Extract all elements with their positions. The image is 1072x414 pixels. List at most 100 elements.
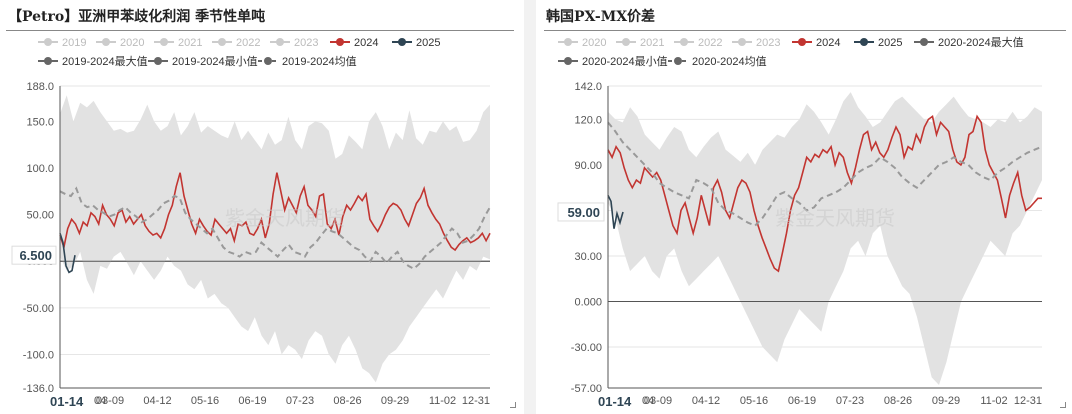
legend-item-right-0-3[interactable]: 2023 xyxy=(732,37,780,49)
left-chart-panel: 【Petro】亚洲甲苯歧化利润 季节性单吨 2019 2020 2021 2022 20… xyxy=(0,0,520,414)
legend-item-left-0-6[interactable]: 2025 xyxy=(392,37,440,49)
x-tick-label: 06-19 xyxy=(788,395,816,407)
svg-text:2019-2024最大值: 2019-2024最大值 xyxy=(62,54,148,68)
y-axis-pointer-label xyxy=(11,245,57,265)
series-line-right-1 xyxy=(607,194,624,229)
x-tick-label: 08-26 xyxy=(884,395,912,407)
left-chart-svg: 2019 2020 2021 2022 2023 2024 2025 2019-2024最大值… xyxy=(11,37,491,410)
series-line-left-0 xyxy=(59,172,491,252)
svg-text:2019-2024最小值: 2019-2024最小值 xyxy=(172,55,258,68)
y-tick-label: 90.00 xyxy=(574,160,602,172)
y-tick-label: 150.0 xyxy=(26,116,54,128)
svg-text:2021: 2021 xyxy=(640,37,664,49)
x-tick-label: 04-12 xyxy=(692,395,720,407)
legend-item-left-1-1[interactable]: 2019-2024最小值 xyxy=(148,55,258,68)
right-chart-title: 韩国PX-MX价差 xyxy=(546,9,656,25)
svg-text:2020: 2020 xyxy=(120,37,144,49)
x-tick-label: 05-16 xyxy=(191,395,219,407)
x-tick-label: 09-29 xyxy=(932,395,960,407)
svg-text:2022: 2022 xyxy=(236,37,260,49)
legend-item-left-0-3[interactable]: 2022 xyxy=(212,37,260,49)
legend-item-right-1-1[interactable]: 2020-2024均值 xyxy=(668,55,767,68)
legend-item-right-0-2[interactable]: 2022 xyxy=(674,37,722,49)
legend-item-left-0-2[interactable]: 2021 xyxy=(154,37,202,49)
svg-text:2025: 2025 xyxy=(416,37,440,49)
x-tick-label: 03-09 xyxy=(644,395,672,407)
x-axis-pointer-text: 01-14 xyxy=(598,394,632,409)
range-band-right xyxy=(608,92,1042,385)
legend-item-left-0-0[interactable]: 2019 xyxy=(38,37,86,49)
x-axis-pointer-label xyxy=(48,392,94,410)
svg-text:2021: 2021 xyxy=(178,37,202,49)
x-tick-label: 08-26 xyxy=(333,395,361,407)
y-tick-label: -30.00 xyxy=(571,342,602,354)
legend-item-right-0-4[interactable]: 2024 xyxy=(792,37,840,49)
legend-item-left-1-0[interactable]: 2019-2024最大值 xyxy=(38,54,148,68)
left-chart-title: 【Petro】亚洲甲苯歧化利润 季节性单吨 xyxy=(8,9,266,25)
panel-divider xyxy=(524,0,536,414)
svg-text:2024: 2024 xyxy=(816,37,840,49)
svg-text:2024: 2024 xyxy=(354,37,378,49)
y-tick-label: 142.0 xyxy=(574,81,602,93)
range-band-left xyxy=(60,95,490,383)
legend-item-right-0-0[interactable]: 2020 xyxy=(558,37,606,49)
legend-item-left-0-1[interactable]: 2020 xyxy=(96,37,144,49)
x-tick-label: 09-29 xyxy=(381,395,409,407)
svg-text:2020-2024最大值: 2020-2024最大值 xyxy=(938,35,1024,49)
svg-text:2020: 2020 xyxy=(582,37,606,49)
x-tick-label: 06-19 xyxy=(238,395,266,407)
y-tick-label: 0.000 xyxy=(574,296,602,308)
y-tick-label: 188.0 xyxy=(26,81,54,93)
x-tick-label: 04-12 xyxy=(143,395,171,407)
y-tick-label: -50.00 xyxy=(23,303,54,315)
x-axis-pointer-text: 01-14 xyxy=(50,394,84,409)
svg-text:2020-2024均值: 2020-2024均值 xyxy=(692,55,767,68)
x-tick-label-partial: 04 xyxy=(94,395,106,407)
x-tick-label: 11-02 xyxy=(429,395,456,407)
svg-text:2023: 2023 xyxy=(294,37,318,49)
x-tick-label: 07-23 xyxy=(836,395,864,407)
right-title-rule xyxy=(544,30,1066,31)
x-tick-label-partial: 04 xyxy=(642,395,654,407)
y-axis-pointer-text: 6.500 xyxy=(19,248,52,263)
x-tick-label: 12-31 xyxy=(1014,395,1042,407)
x-tick-label: 05-16 xyxy=(740,395,768,407)
y-axis-pointer-label xyxy=(557,202,605,222)
y-tick-label: 30.00 xyxy=(574,251,602,263)
right-chart-panel: 韩国PX-MX价差 2020 2021 2022 2023 2024 2025 2020-2… xyxy=(538,0,1072,414)
legend-item-right-1-0[interactable]: 2020-2024最小值 xyxy=(558,55,668,68)
legend-item-left-0-5[interactable]: 2024 xyxy=(330,37,378,49)
y-tick-label: 50.00 xyxy=(26,210,54,222)
svg-text:2025: 2025 xyxy=(878,37,902,49)
left-title-rule xyxy=(6,30,514,31)
right-resize-corner[interactable] xyxy=(1060,402,1066,408)
legend-item-right-0-6[interactable]: 2020-2024最大值 xyxy=(914,35,1024,49)
legend-item-right-0-1[interactable]: 2021 xyxy=(616,37,664,49)
x-tick-label: 11-02 xyxy=(980,395,1007,407)
series-line-right-2 xyxy=(607,121,1043,227)
svg-text:2023: 2023 xyxy=(756,37,780,49)
left-resize-corner[interactable] xyxy=(510,402,516,408)
y-tick-label: -100.0 xyxy=(23,349,54,361)
legend-item-left-1-2[interactable]: 2019-2024均值 xyxy=(258,55,357,68)
y-tick-label: 120.0 xyxy=(574,114,602,126)
svg-text:2019: 2019 xyxy=(62,37,86,49)
svg-text:2019-2024均值: 2019-2024均值 xyxy=(282,55,357,68)
x-tick-label: 03-09 xyxy=(96,395,124,407)
svg-text:2020-2024最小值: 2020-2024最小值 xyxy=(582,55,668,68)
y-tick-label: -136.0 xyxy=(23,383,54,395)
watermark: 紫金天风期货 xyxy=(225,207,345,230)
svg-text:2022: 2022 xyxy=(698,37,722,49)
y-tick-label: 100.0 xyxy=(26,163,54,175)
y-axis-pointer-text: 59.00 xyxy=(567,205,600,220)
watermark: 紫金天风期货 xyxy=(775,207,895,230)
x-tick-label: 12-31 xyxy=(462,395,490,407)
x-tick-label: 07-23 xyxy=(286,395,314,407)
right-chart-svg: 2020 2021 2022 2023 2024 2025 2020-2024最大值 2020… xyxy=(557,35,1043,410)
series-line-right-0 xyxy=(607,114,1042,273)
y-tick-label: -57.00 xyxy=(571,383,602,395)
legend-item-right-0-5[interactable]: 2025 xyxy=(854,37,902,49)
legend-item-left-0-4[interactable]: 2023 xyxy=(270,37,318,49)
series-line-left-2 xyxy=(59,186,491,270)
x-axis-pointer-label xyxy=(596,392,642,410)
